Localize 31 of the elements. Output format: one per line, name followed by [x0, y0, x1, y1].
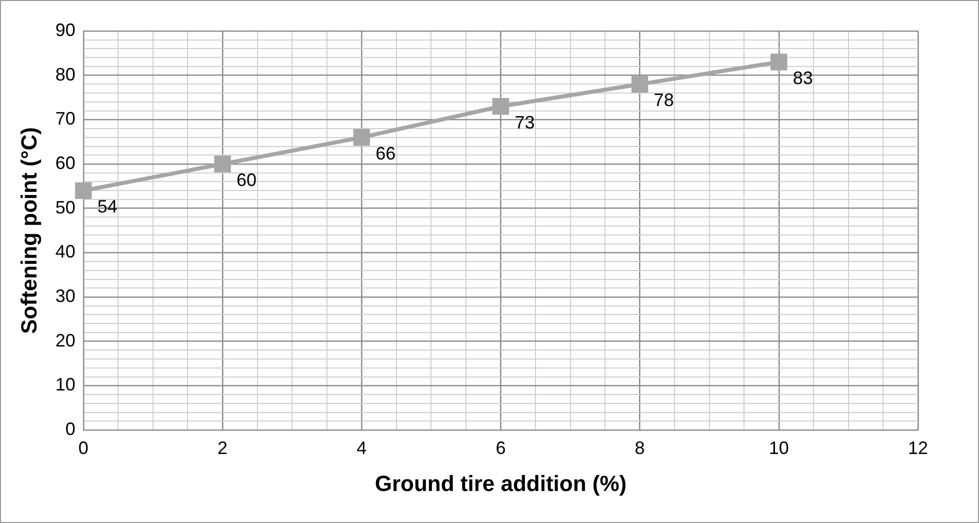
point — [770, 54, 788, 70]
data-label: 54 — [97, 196, 118, 217]
x-tick-label: 8 — [634, 438, 645, 458]
y-tick-label: 70 — [55, 108, 76, 129]
x-tick-label: 12 — [908, 438, 928, 458]
data-label: 83 — [792, 68, 813, 88]
data-label: 73 — [514, 112, 535, 132]
x-tick-label: 6 — [496, 438, 506, 458]
point — [492, 98, 510, 115]
x-tick-label: 2 — [218, 438, 228, 458]
y-tick-label: 50 — [55, 197, 76, 218]
y-tick-label: 30 — [55, 286, 76, 306]
x-tick-label: 10 — [768, 438, 789, 458]
x-axis-title: Ground tire addition (%) — [374, 470, 627, 496]
y-tick-label: 10 — [55, 374, 76, 395]
point — [353, 129, 370, 146]
data-label: 78 — [654, 90, 674, 110]
y-axis-title: Softening point (°C) — [16, 127, 42, 334]
y-tick-label: 40 — [55, 242, 76, 262]
x-tick-label: 0 — [78, 438, 88, 458]
y-tick-label: 0 — [65, 418, 76, 439]
y-tick-label: 20 — [55, 330, 76, 350]
y-tick-label: 90 — [55, 20, 76, 40]
y-tick-label: 60 — [55, 152, 76, 173]
data-label: 66 — [376, 143, 396, 164]
x-tick-label: 4 — [356, 438, 367, 458]
point — [631, 76, 648, 93]
point — [214, 156, 231, 172]
point — [75, 182, 92, 199]
data-label: 60 — [236, 170, 257, 190]
y-tick-label: 80 — [55, 64, 76, 84]
